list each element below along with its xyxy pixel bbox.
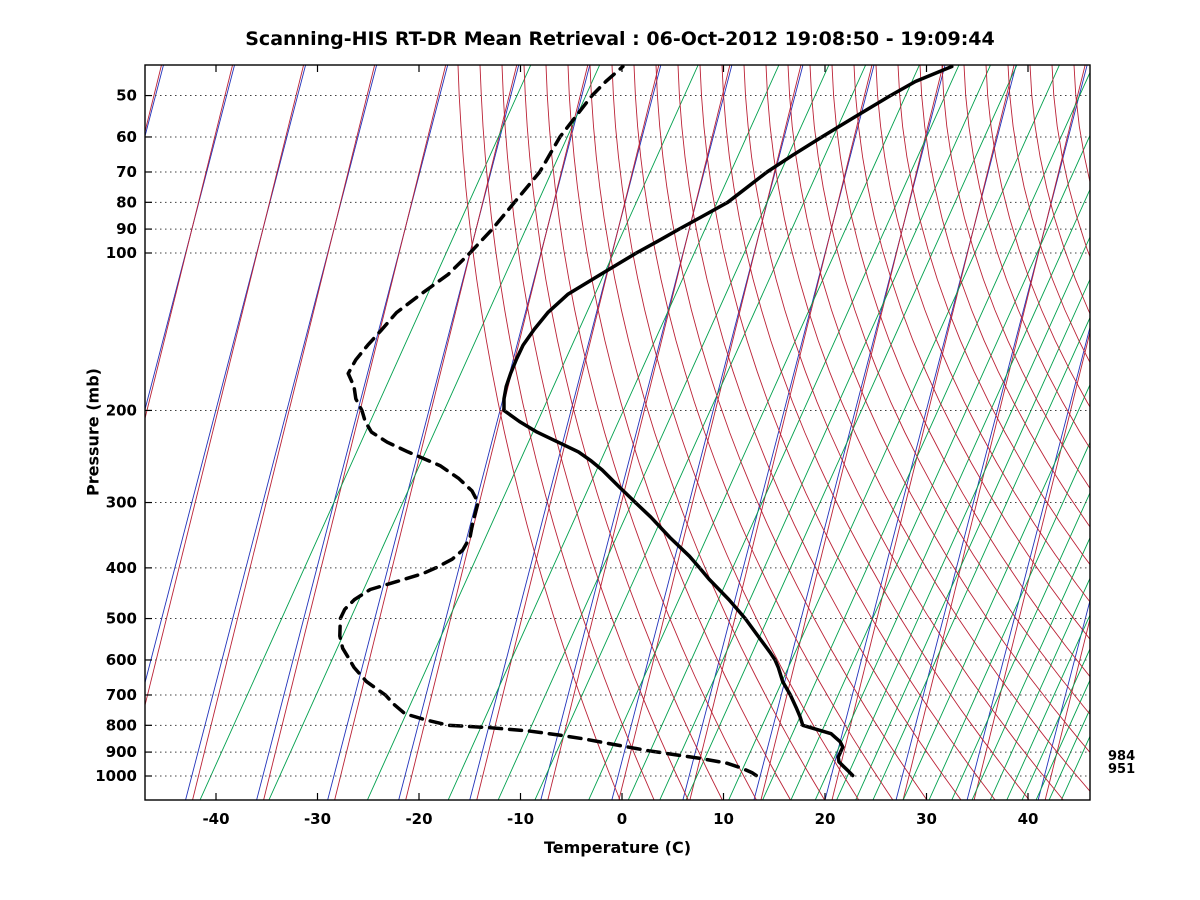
svg-text:100: 100 (106, 244, 137, 262)
svg-text:60: 60 (116, 128, 137, 146)
svg-text:300: 300 (106, 494, 137, 512)
svg-text:984: 984 (1108, 749, 1135, 764)
svg-text:200: 200 (106, 401, 137, 419)
x-axis-label: Temperature (C) (543, 838, 692, 857)
svg-text:600: 600 (106, 651, 137, 669)
svg-text:951: 951 (1108, 762, 1135, 777)
svg-text:50: 50 (116, 87, 137, 105)
svg-text:1000: 1000 (95, 767, 137, 785)
svg-text:20: 20 (815, 810, 836, 828)
svg-text:30: 30 (916, 810, 937, 828)
svg-text:40: 40 (1018, 810, 1039, 828)
svg-text:-30: -30 (304, 810, 331, 828)
svg-text:-10: -10 (507, 810, 534, 828)
svg-text:-40: -40 (202, 810, 229, 828)
svg-text:80: 80 (116, 193, 137, 211)
svg-text:70: 70 (116, 163, 137, 181)
svg-text:900: 900 (106, 743, 137, 761)
chart-title: Scanning-HIS RT-DR Mean Retrieval : 06-O… (245, 28, 995, 50)
svg-text:700: 700 (106, 686, 137, 704)
svg-text:-20: -20 (405, 810, 432, 828)
svg-text:500: 500 (106, 610, 137, 628)
svg-text:400: 400 (106, 559, 137, 577)
svg-text:0: 0 (617, 810, 627, 828)
svg-text:90: 90 (116, 220, 137, 238)
svg-text:10: 10 (713, 810, 734, 828)
svg-text:800: 800 (106, 716, 137, 734)
